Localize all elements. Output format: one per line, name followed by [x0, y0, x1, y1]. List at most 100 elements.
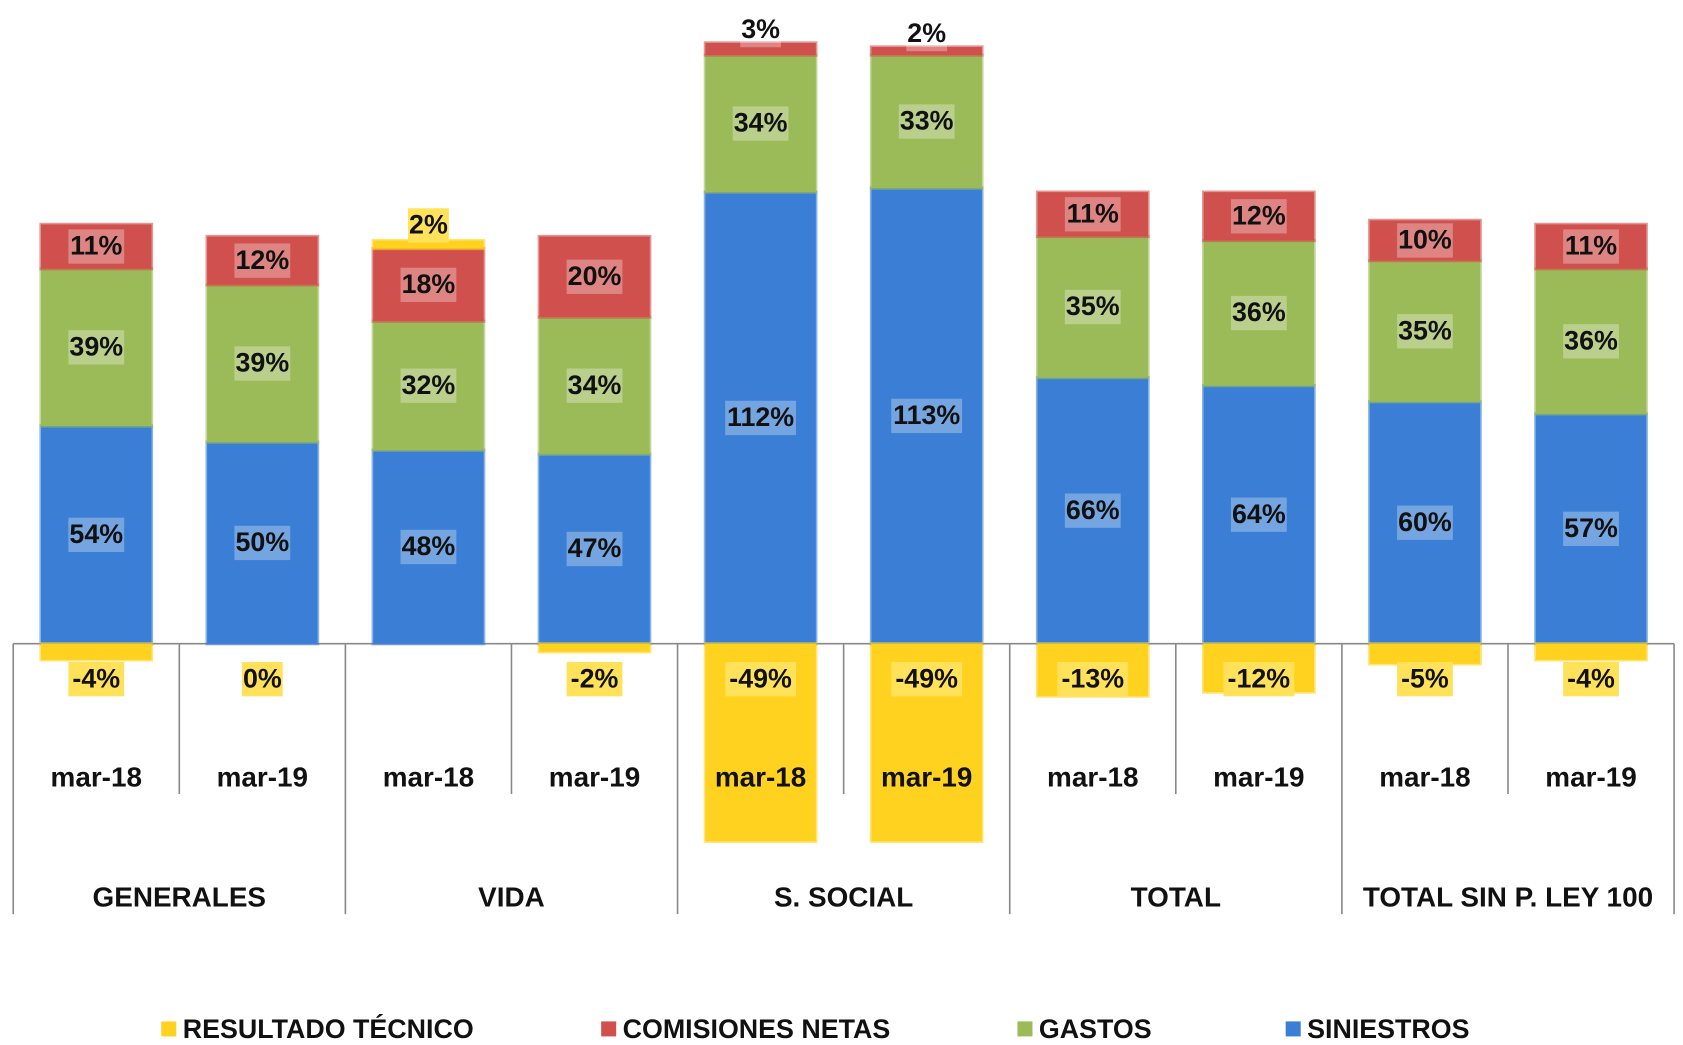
bar-segment [1534, 267, 1648, 416]
legend-swatch [601, 1021, 617, 1037]
label-box [400, 529, 457, 565]
data-label: 39% [236, 348, 290, 378]
data-label: 32% [402, 370, 456, 400]
label-box [400, 267, 457, 303]
data-label: 18% [402, 269, 456, 299]
data-label: 50% [236, 527, 290, 557]
label-box [1064, 493, 1121, 528]
x-tick-label: mar-19 [1213, 761, 1304, 792]
label-box [725, 400, 797, 436]
data-label: 54% [69, 519, 123, 549]
x-tick-label: mar-19 [549, 761, 640, 792]
bar-segment [39, 222, 154, 271]
data-label: 11% [1067, 198, 1119, 228]
bar-segment [703, 41, 818, 57]
data-label: 64% [1232, 499, 1286, 529]
label-box [1230, 295, 1287, 331]
bar-segment [1201, 384, 1316, 646]
bar-segment [869, 45, 984, 57]
bar-segment [1035, 190, 1150, 239]
label-box [1563, 324, 1619, 359]
label-box [1397, 314, 1453, 349]
label-box [1397, 661, 1453, 697]
x-tick-label: mar-18 [1047, 761, 1138, 792]
data-label: 2% [907, 18, 946, 48]
data-label: 10% [1398, 225, 1452, 255]
bar-segment [703, 53, 818, 194]
label-box [1223, 661, 1295, 697]
data-label: 2% [409, 210, 448, 240]
bar-segment [537, 234, 652, 319]
legend-swatch [1285, 1021, 1301, 1037]
label-box [891, 398, 963, 434]
bar-segment [205, 234, 320, 287]
bar-segment [1201, 190, 1316, 243]
data-label: -5% [1401, 663, 1449, 693]
label-box [68, 661, 125, 697]
bar-segment [869, 53, 984, 190]
data-label: 12% [236, 245, 290, 275]
data-label: -4% [1567, 663, 1615, 693]
label-box [68, 330, 125, 365]
bar-segment [703, 190, 818, 646]
data-label: -49% [729, 663, 792, 693]
bar-segment [39, 642, 154, 662]
legend-label: SINIESTROS [1307, 1014, 1469, 1044]
x-tick-label: mar-18 [383, 761, 474, 792]
label-box [1057, 661, 1129, 697]
label-box [1230, 497, 1287, 532]
data-label: 113% [893, 400, 960, 430]
label-box [241, 661, 283, 697]
data-label: 66% [1066, 495, 1120, 525]
label-box [1064, 197, 1121, 232]
x-tick-label: mar-19 [217, 761, 308, 792]
bar-segment [371, 448, 486, 646]
label-box [906, 16, 948, 52]
bar-segment [1368, 218, 1482, 263]
label-box [68, 229, 125, 264]
label-box [1563, 229, 1619, 264]
bar-segment [1201, 238, 1316, 388]
data-label: 20% [568, 261, 622, 291]
group-label: GENERALES [93, 881, 266, 912]
data-label: 33% [900, 106, 954, 136]
data-label: -12% [1228, 663, 1291, 693]
label-box [1563, 511, 1619, 546]
label-box [1397, 505, 1453, 540]
data-label: -4% [72, 663, 120, 693]
x-tick-label: mar-19 [1545, 761, 1636, 792]
data-label: 0% [243, 663, 282, 693]
bar-segment [1368, 259, 1482, 404]
data-label: 36% [1232, 297, 1286, 327]
data-label: 34% [568, 370, 622, 400]
data-label: 34% [734, 108, 788, 138]
bar-segment [39, 424, 154, 646]
data-label: 39% [69, 332, 123, 362]
bar-segment [1368, 400, 1482, 646]
label-box [566, 531, 623, 567]
legend-label: RESULTADO TÉCNICO [183, 1013, 474, 1044]
label-box [740, 12, 781, 48]
data-label: 36% [1564, 325, 1618, 355]
label-box [408, 208, 449, 243]
label-box [1064, 289, 1121, 325]
bar-segment [537, 315, 652, 456]
bar-segment [537, 642, 652, 654]
x-tick-label: mar-18 [715, 761, 806, 792]
label-box [400, 368, 457, 403]
group-label: S. SOCIAL [774, 881, 913, 912]
legend-swatch [161, 1021, 177, 1037]
x-tick-label: mar-18 [51, 761, 142, 792]
label-box [566, 368, 623, 403]
label-box [234, 243, 291, 278]
data-label: 35% [1066, 291, 1120, 321]
data-label: -2% [571, 663, 619, 693]
legend-label: COMISIONES NETAS [623, 1014, 891, 1044]
label-box [566, 661, 623, 697]
bar-segment [1534, 222, 1648, 271]
bar-segment [1368, 642, 1482, 666]
label-box [1397, 223, 1453, 258]
label-box [234, 525, 291, 561]
data-label: -13% [1061, 663, 1124, 693]
x-tick-label: mar-18 [1379, 761, 1470, 792]
